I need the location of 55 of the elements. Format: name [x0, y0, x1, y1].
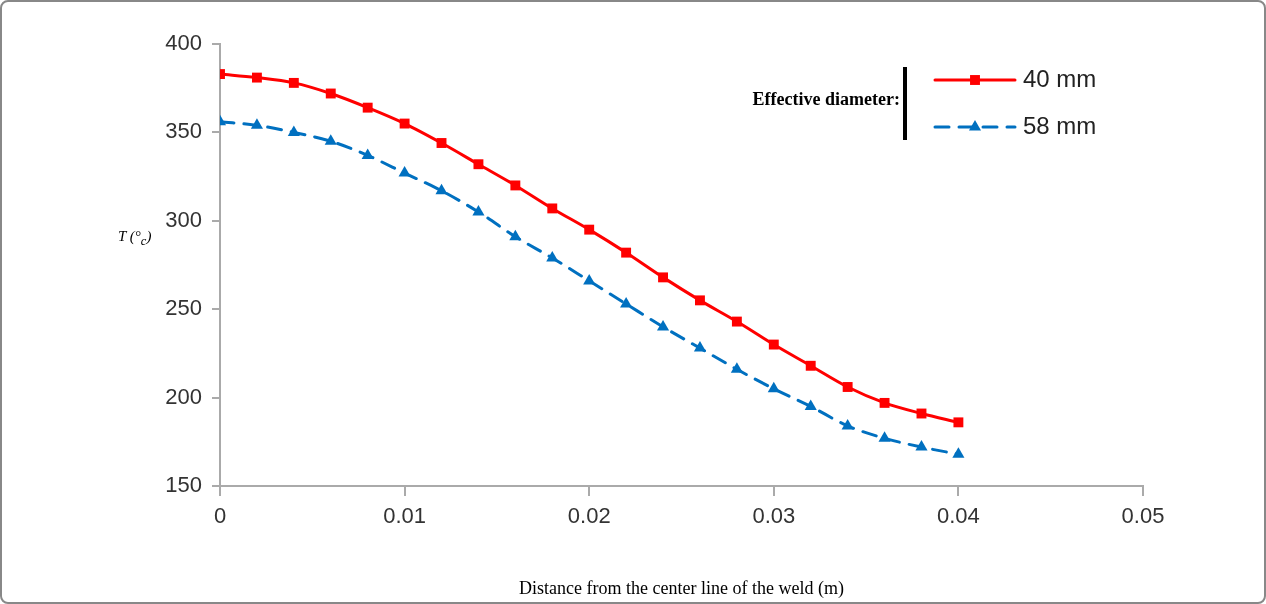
point — [510, 180, 521, 191]
point — [399, 118, 410, 129]
point — [878, 431, 891, 442]
point — [472, 204, 485, 216]
point — [435, 183, 448, 195]
point — [842, 382, 853, 392]
point — [251, 72, 262, 83]
point — [693, 341, 707, 352]
y-tick-label: 400 — [165, 30, 202, 56]
point — [805, 360, 816, 371]
point — [509, 229, 522, 241]
y-tick-label: 150 — [165, 472, 202, 498]
point — [953, 417, 964, 428]
legend-label: 40 mm — [1023, 64, 1097, 92]
point — [584, 224, 595, 235]
point — [583, 273, 596, 285]
y-axis-title: T (°$_{c}$) — [118, 228, 152, 249]
point — [436, 138, 447, 148]
point — [879, 397, 890, 408]
point — [250, 118, 263, 129]
point — [841, 418, 854, 430]
point — [324, 134, 337, 145]
point — [804, 399, 817, 410]
point — [695, 295, 705, 306]
x-tick-label: 0.02 — [567, 503, 611, 529]
point — [656, 319, 670, 331]
legend-title: Effective diameter: — [752, 89, 900, 110]
point — [287, 125, 300, 136]
point — [915, 440, 928, 451]
point — [473, 159, 484, 170]
x-tick-label: 0.03 — [752, 503, 796, 529]
point — [362, 102, 373, 113]
point — [768, 339, 779, 350]
legend-label: 58 mm — [1023, 111, 1097, 139]
point — [767, 381, 780, 393]
y-tick-label: 250 — [165, 295, 202, 321]
point — [730, 362, 743, 373]
point — [731, 316, 742, 327]
point — [398, 166, 411, 177]
point — [621, 247, 632, 258]
point — [620, 296, 633, 308]
x-tick-label: 0.04 — [936, 503, 980, 529]
point — [547, 203, 558, 214]
point — [952, 447, 965, 458]
x-tick-label: 0.05 — [1121, 503, 1165, 529]
point — [546, 250, 559, 262]
x-tick-label: 0.01 — [383, 503, 427, 529]
point — [288, 77, 299, 88]
y-tick-label: 300 — [165, 206, 202, 232]
x-tick-label: 0 — [213, 503, 227, 529]
point — [325, 88, 336, 99]
point — [658, 272, 668, 283]
x-axis-title: Distance from the center line of the weld (m) — [519, 577, 844, 599]
y-tick-label: 350 — [165, 118, 202, 144]
y-tick-label: 200 — [165, 383, 202, 409]
